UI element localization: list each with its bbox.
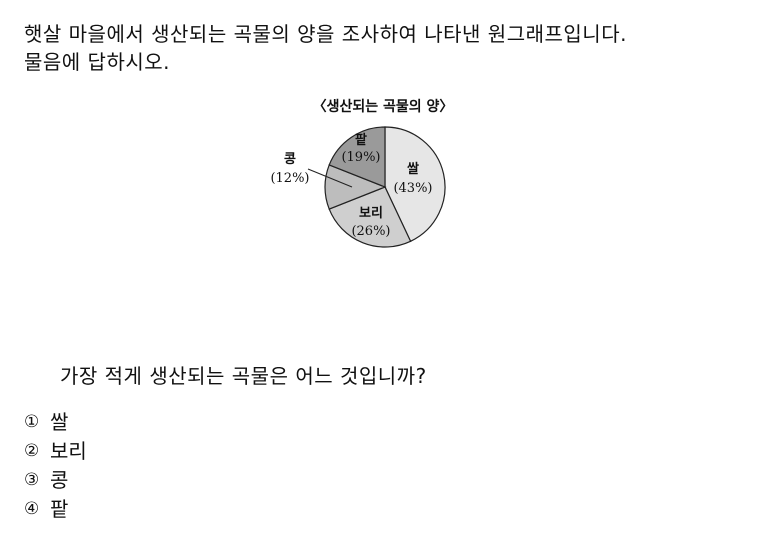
option-3[interactable]: ③ 콩 bbox=[24, 466, 87, 495]
chart-title: 〈생산되는 곡물의 양〉 bbox=[313, 98, 454, 115]
question-text: 가장 적게 생산되는 곡물은 어느 것입니까? bbox=[60, 364, 427, 388]
pie-slices bbox=[324, 126, 446, 248]
slice-label-2: 보리 bbox=[359, 205, 383, 221]
slice-percent-1: (43%) bbox=[393, 181, 432, 196]
pie-labels: 쌀 (43%) 보리 (26%) 콩 (12%) 팥 (19%) bbox=[270, 132, 432, 239]
pie-slice-4 bbox=[328, 126, 386, 188]
intro-line-2: 물음에 답하시오. bbox=[24, 50, 171, 74]
option-text: 팥 bbox=[50, 497, 69, 521]
option-text: 보리 bbox=[50, 439, 87, 463]
slice-percent-4: (19%) bbox=[341, 150, 380, 165]
slice-label-3: 콩 bbox=[284, 152, 296, 167]
problem-intro: 햇살 마을에서 생산되는 곡물의 양을 조사하여 나타낸 원그래프입니다. 물음… bbox=[24, 20, 744, 76]
leader-line bbox=[307, 168, 353, 188]
option-number: ④ bbox=[24, 499, 40, 519]
pie-slice-2 bbox=[328, 186, 412, 248]
slice-percent-2: (26%) bbox=[351, 224, 390, 239]
option-number: ① bbox=[24, 412, 40, 432]
option-text: 쌀 bbox=[50, 410, 69, 434]
slice-percent-3: (12%) bbox=[270, 171, 309, 186]
slice-label-4: 팥 bbox=[355, 132, 367, 148]
pie-chart: 〈생산되는 곡물의 양〉 쌀 (43%) 보리 (26%) 콩 (12%) 팥 (19%) bbox=[255, 92, 495, 262]
intro-line-1: 햇살 마을에서 생산되는 곡물의 양을 조사하여 나타낸 원그래프입니다. bbox=[24, 22, 627, 46]
option-number: ② bbox=[24, 441, 40, 461]
option-text: 콩 bbox=[50, 468, 69, 492]
option-2[interactable]: ② 보리 bbox=[24, 437, 87, 466]
option-number: ③ bbox=[24, 470, 40, 490]
option-4[interactable]: ④ 팥 bbox=[24, 495, 87, 524]
pie-chart-svg: 〈생산되는 곡물의 양〉 쌀 (43%) 보리 (26%) 콩 (12%) 팥 (19%) bbox=[270, 98, 454, 248]
pie-slice-1 bbox=[384, 126, 446, 243]
answer-options: ① 쌀 ② 보리 ③ 콩 ④ 팥 bbox=[24, 408, 87, 524]
option-1[interactable]: ① 쌀 bbox=[24, 408, 87, 437]
slice-label-1: 쌀 bbox=[407, 161, 419, 177]
